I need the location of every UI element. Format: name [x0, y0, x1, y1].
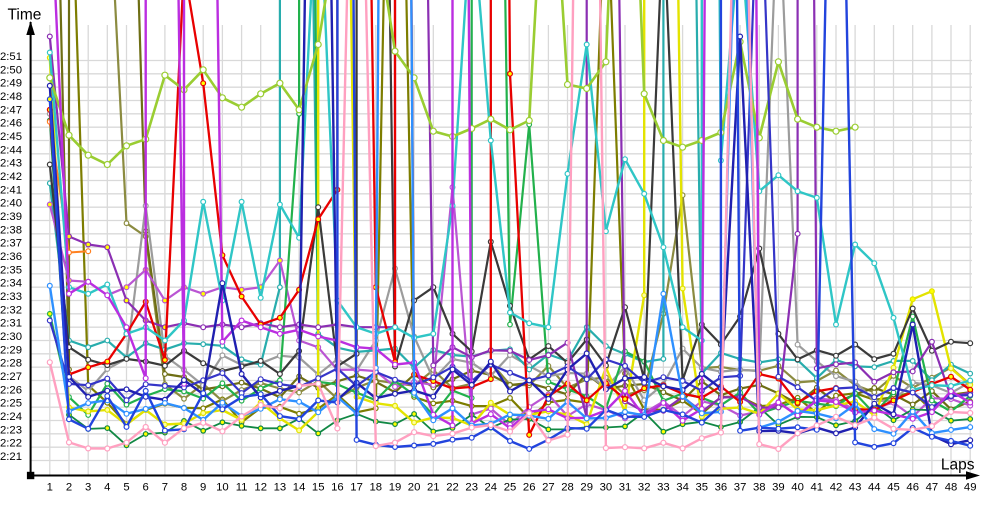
svg-text:2:22: 2:22: [0, 438, 22, 450]
svg-text:2:32: 2:32: [0, 304, 22, 316]
svg-text:2:49: 2:49: [0, 78, 22, 90]
svg-text:2:43: 2:43: [0, 158, 22, 170]
svg-text:24: 24: [485, 481, 498, 493]
svg-text:45: 45: [887, 481, 900, 493]
svg-text:20: 20: [408, 481, 421, 493]
svg-text:22: 22: [446, 481, 459, 493]
svg-text:28: 28: [561, 481, 574, 493]
svg-text:2:25: 2:25: [0, 398, 22, 410]
svg-text:2:46: 2:46: [0, 118, 22, 130]
svg-text:27: 27: [542, 481, 555, 493]
svg-text:2:48: 2:48: [0, 91, 22, 103]
svg-text:32: 32: [638, 481, 651, 493]
svg-text:21: 21: [427, 481, 440, 493]
svg-text:31: 31: [619, 481, 632, 493]
svg-text:35: 35: [696, 481, 709, 493]
svg-text:6: 6: [143, 481, 149, 493]
svg-text:29: 29: [580, 481, 593, 493]
svg-text:2:38: 2:38: [0, 224, 22, 236]
svg-text:49: 49: [964, 481, 977, 493]
svg-text:4: 4: [104, 481, 110, 493]
svg-text:41: 41: [811, 481, 824, 493]
svg-text:2:35: 2:35: [0, 264, 22, 276]
svg-text:Laps: Laps: [941, 457, 975, 474]
svg-text:48: 48: [945, 481, 958, 493]
svg-text:26: 26: [523, 481, 536, 493]
svg-text:37: 37: [734, 481, 747, 493]
svg-text:11: 11: [236, 481, 248, 493]
svg-text:19: 19: [389, 481, 402, 493]
svg-text:9: 9: [200, 481, 206, 493]
svg-text:47: 47: [926, 481, 939, 493]
svg-text:2:34: 2:34: [0, 278, 22, 290]
svg-text:12: 12: [254, 481, 267, 493]
svg-text:7: 7: [162, 481, 168, 493]
svg-text:14: 14: [293, 481, 306, 493]
svg-text:2: 2: [66, 481, 72, 493]
svg-text:33: 33: [657, 481, 670, 493]
svg-text:2:41: 2:41: [0, 184, 22, 196]
svg-text:2:29: 2:29: [0, 344, 22, 356]
svg-text:15: 15: [312, 481, 325, 493]
svg-text:2:24: 2:24: [0, 411, 22, 423]
svg-text:2:36: 2:36: [0, 251, 22, 263]
svg-text:34: 34: [676, 481, 689, 493]
svg-text:23: 23: [465, 481, 478, 493]
svg-text:38: 38: [753, 481, 766, 493]
svg-text:13: 13: [274, 481, 287, 493]
svg-text:5: 5: [123, 481, 129, 493]
svg-text:3: 3: [85, 481, 91, 493]
svg-text:2:27: 2:27: [0, 371, 22, 383]
svg-text:39: 39: [772, 481, 785, 493]
svg-text:44: 44: [868, 481, 881, 493]
svg-text:2:21: 2:21: [0, 451, 22, 463]
svg-text:1: 1: [47, 481, 53, 493]
svg-text:2:39: 2:39: [0, 211, 22, 223]
svg-text:2:40: 2:40: [0, 198, 22, 210]
svg-text:8: 8: [181, 481, 187, 493]
svg-text:2:30: 2:30: [0, 331, 22, 343]
svg-text:46: 46: [906, 481, 919, 493]
svg-text:2:47: 2:47: [0, 104, 22, 116]
svg-text:43: 43: [849, 481, 862, 493]
svg-text:2:33: 2:33: [0, 291, 22, 303]
svg-text:2:28: 2:28: [0, 358, 22, 370]
svg-text:18: 18: [370, 481, 383, 493]
svg-text:30: 30: [600, 481, 613, 493]
svg-text:16: 16: [331, 481, 344, 493]
svg-text:2:37: 2:37: [0, 238, 22, 250]
svg-text:36: 36: [715, 481, 728, 493]
svg-text:2:50: 2:50: [0, 64, 22, 76]
svg-text:42: 42: [830, 481, 843, 493]
svg-text:2:51: 2:51: [0, 51, 22, 63]
svg-text:Time: Time: [8, 7, 42, 24]
svg-text:40: 40: [791, 481, 804, 493]
svg-text:2:44: 2:44: [0, 144, 22, 156]
svg-text:2:31: 2:31: [0, 318, 22, 330]
svg-text:2:26: 2:26: [0, 384, 22, 396]
svg-text:2:45: 2:45: [0, 131, 22, 143]
svg-text:17: 17: [350, 481, 363, 493]
svg-text:10: 10: [216, 481, 229, 493]
svg-text:25: 25: [504, 481, 517, 493]
svg-text:2:42: 2:42: [0, 171, 22, 183]
svg-text:2:23: 2:23: [0, 424, 22, 436]
